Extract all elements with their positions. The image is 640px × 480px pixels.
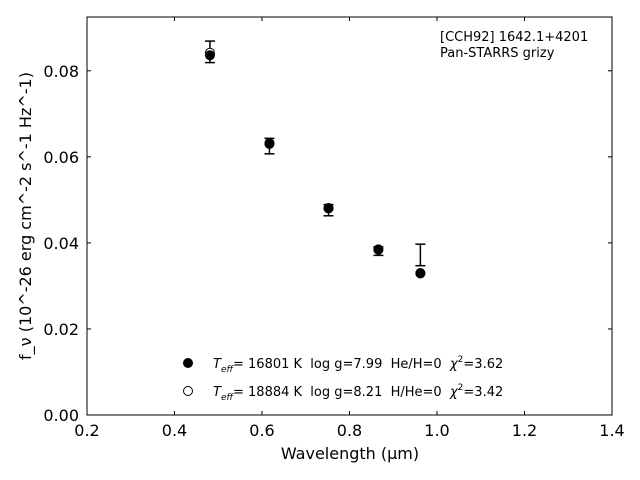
y-axis-label: f_ν (10^-26 erg cm^-2 s^-1 Hz^-1) <box>16 72 36 360</box>
model-point-filled <box>204 50 215 61</box>
legend-entry-1: Teff= 16801 K log g=7.99 He/H=0 χ2=3.62 <box>183 355 503 375</box>
model-point-filled <box>373 244 384 255</box>
model-point-filled <box>415 268 426 279</box>
x-tick-label: 1.0 <box>424 421 449 440</box>
annotation-line-2: Pan-STARRS grizy <box>440 46 555 61</box>
legend-label-2: Teff= 18884 K log g=8.21 H/He=0 χ2=3.42 <box>213 383 503 403</box>
x-tick-label: 0.4 <box>162 421 187 440</box>
y-tick-label: 0.00 <box>43 406 79 425</box>
x-axis-label: Wavelength (μm) <box>281 444 419 463</box>
y-tick-label: 0.02 <box>43 320 79 339</box>
x-tick-label: 0.6 <box>249 421 274 440</box>
legend-marker-open <box>183 386 193 396</box>
annotation-line-1: [CCH92] 1642.1+4201 <box>440 30 588 45</box>
legend-entry-2: Teff= 18884 K log g=8.21 H/He=0 χ2=3.42 <box>183 383 503 403</box>
y-tick-label: 0.04 <box>43 234 79 253</box>
y-tick-label: 0.06 <box>43 148 79 167</box>
x-tick-label: 0.2 <box>74 421 99 440</box>
axis-ticks: 0.2 0.4 0.6 0.8 1.0 1.2 1.4 0.00 0.02 0.04 0.06 0.0… <box>43 17 625 440</box>
data-points <box>204 47 426 279</box>
legend: Teff= 16801 K log g=7.99 He/H=0 χ2=3.62 … <box>183 355 503 403</box>
x-tick-label: 0.8 <box>337 421 362 440</box>
legend-label-1: Teff= 16801 K log g=7.99 He/H=0 χ2=3.62 <box>213 355 503 375</box>
x-tick-label: 1.2 <box>512 421 537 440</box>
model-point-filled <box>323 203 334 214</box>
x-tick-label: 1.4 <box>599 421 624 440</box>
legend-marker-filled <box>183 358 193 368</box>
plot-area <box>86 16 613 416</box>
model-point-filled <box>264 138 275 149</box>
y-tick-label: 0.08 <box>43 62 79 81</box>
